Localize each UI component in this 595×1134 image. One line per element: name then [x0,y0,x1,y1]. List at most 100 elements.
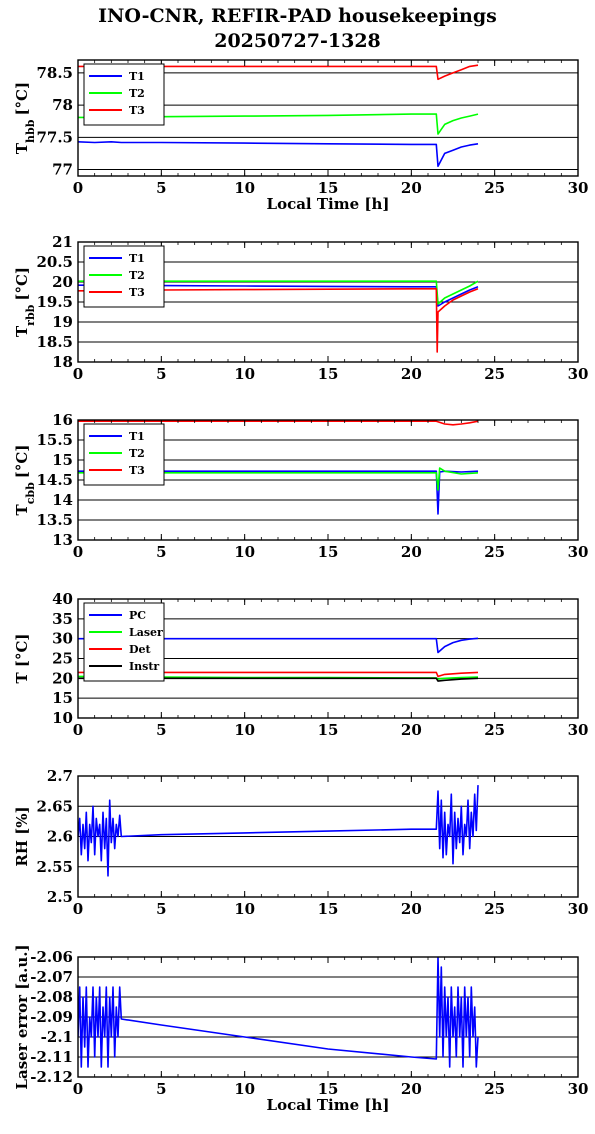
legend: T1 T2 T3 [83,423,165,486]
legend-entry: T2 [129,87,145,100]
y-tick-label: 30 [52,630,73,648]
x-tick-label: 5 [156,543,166,561]
y-tick-label: -2.08 [30,988,73,1006]
x-tick-label: 30 [568,1080,589,1098]
x-tick-label: 25 [484,543,505,561]
y-tick-label: 25 [52,650,73,668]
legend-entry: T3 [129,464,145,477]
x-tick-label: 0 [73,900,83,918]
y-tick-label: 20.5 [36,253,73,271]
y-tick-label: 16 [52,411,73,429]
x-tick-label: 20 [401,365,422,383]
y-tick-label: -2.11 [30,1048,73,1066]
y-tick-label: 13.5 [36,511,73,529]
x-tick-label: 0 [73,721,83,739]
y-tick-label: 77 [52,161,73,179]
x-tick-label: 10 [234,721,255,739]
x-tick-label: 20 [401,900,422,918]
y-tick-label: -2.07 [30,968,73,986]
x-tick-label: 20 [401,179,422,197]
legend-entry: Instr [129,660,159,673]
x-tick-label: 5 [156,179,166,197]
y-tick-label: -2.1 [41,1028,73,1046]
y-tick-label: 14 [52,491,73,509]
x-axis-label: Local Time [h] [267,1096,390,1114]
series-line-t1 [78,141,479,168]
y-tick-label: -2.09 [30,1008,73,1026]
legend-entry: T1 [129,70,145,83]
x-tick-label: 0 [73,1080,83,1098]
x-tick-label: 0 [73,179,83,197]
y-tick-label: 78.5 [36,64,73,82]
legend-entry: T2 [129,269,145,282]
x-tick-label: 10 [234,179,255,197]
chart-panel-3: 0 5 10 15 20 25 30 13 13.5 14 14.5 15 15.5 16 Tcbb[°C]… [13,411,588,561]
y-axis-label: Laser error [a.u.] [13,944,31,1089]
y-tick-label: 15 [52,451,73,469]
x-tick-label: 5 [156,900,166,918]
series-group [78,785,479,877]
y-tick-label: 18 [52,353,73,371]
x-tick-label: 15 [318,365,339,383]
x-tick-label: 15 [318,1080,339,1098]
y-tick-label: 20 [52,669,73,687]
y-tick-label: 15 [52,689,73,707]
y-tick-label: 18.5 [36,333,73,351]
y-tick-label: 40 [52,590,73,608]
x-tick-label: 5 [156,721,166,739]
legend-entry: T1 [129,430,145,443]
y-tick-label: 15.5 [36,431,73,449]
x-tick-label: 25 [484,179,505,197]
legend-box [83,63,165,126]
y-axis-label: Thbb[°C] [13,82,37,154]
legend-entry: T1 [129,252,145,265]
legend: T1 T2 T3 [83,245,165,308]
x-tick-label: 20 [401,543,422,561]
legend-box [83,423,165,486]
x-tick-label: 5 [156,365,166,383]
x-tick-label: 10 [234,365,255,383]
series-group [78,957,479,1068]
legend: PC Laser Det Instr [83,602,165,682]
x-tick-label: 15 [318,179,339,197]
y-tick-label: 35 [52,610,73,628]
y-tick-label: 2.55 [36,858,73,876]
y-tick-label: 10 [52,709,73,727]
chart-panel-2: 0 5 10 15 20 25 30 18 18.5 19 19.5 20 20.5 21 Trbb[°C]… [13,233,588,383]
y-tick-label: 20 [52,273,73,291]
y-tick-label: 77.5 [36,128,73,146]
x-tick-label: 20 [401,721,422,739]
x-tick-label: 10 [234,1080,255,1098]
x-tick-label: 25 [484,365,505,383]
series-line-t3 [78,420,479,426]
legend-entry: Laser [129,626,163,639]
y-tick-label: 19.5 [36,293,73,311]
figure-title-line2: 20250727-1328 [214,30,381,52]
x-tick-label: 10 [234,543,255,561]
y-tick-label: -2.06 [30,948,73,966]
y-tick-label: 2.7 [47,767,73,785]
x-tick-label: 15 [318,721,339,739]
chart-panel-6: 0 5 10 15 20 25 30 -2.12 -2.11 -2.1 -2.09 -2.08 -2.0… [13,944,588,1114]
legend-entry: Det [129,643,152,656]
x-tick-label: 25 [484,721,505,739]
legend-entry: T3 [129,104,145,117]
x-tick-label: 20 [401,1080,422,1098]
chart-panel-5: 0 5 10 15 20 25 30 2.5 2.55 2.6 2.65 2.7 RH [%] [13,767,588,918]
series-line-data [78,957,479,1068]
x-tick-label: 15 [318,900,339,918]
legend: T1 T2 T3 [83,63,165,126]
legend-entry: PC [129,609,146,622]
x-tick-label: 30 [568,543,589,561]
x-tick-label: 25 [484,1080,505,1098]
x-tick-label: 0 [73,365,83,383]
y-tick-label: 14.5 [36,471,73,489]
x-tick-label: 5 [156,1080,166,1098]
x-tick-label: 0 [73,543,83,561]
x-tick-label: 30 [568,721,589,739]
x-tick-label: 30 [568,365,589,383]
y-axis-label: RH [%] [13,806,31,866]
y-tick-label: 19 [52,313,73,331]
